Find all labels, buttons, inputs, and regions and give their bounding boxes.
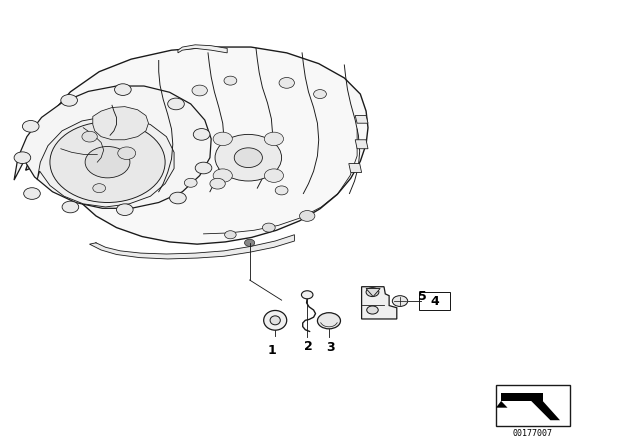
Circle shape [184, 178, 197, 187]
Circle shape [22, 121, 39, 132]
Circle shape [24, 188, 40, 199]
Circle shape [195, 162, 212, 174]
Polygon shape [355, 140, 368, 149]
Circle shape [234, 148, 262, 168]
Circle shape [314, 90, 326, 99]
Circle shape [264, 132, 284, 146]
Polygon shape [178, 45, 227, 53]
Circle shape [82, 131, 97, 142]
Text: 5: 5 [418, 290, 427, 303]
Circle shape [118, 147, 136, 159]
Polygon shape [496, 401, 508, 408]
Polygon shape [26, 47, 368, 244]
Circle shape [262, 223, 275, 232]
Text: 3: 3 [326, 341, 335, 354]
Circle shape [170, 192, 186, 204]
Circle shape [275, 186, 288, 195]
Circle shape [50, 122, 165, 202]
Circle shape [367, 306, 378, 314]
Bar [419, 292, 450, 310]
Polygon shape [349, 164, 362, 172]
Circle shape [215, 134, 282, 181]
Ellipse shape [270, 316, 280, 325]
Circle shape [93, 184, 106, 193]
Polygon shape [531, 401, 560, 420]
Ellipse shape [264, 310, 287, 330]
Circle shape [193, 129, 210, 140]
Circle shape [264, 169, 284, 182]
Circle shape [85, 146, 130, 178]
Circle shape [279, 78, 294, 88]
Circle shape [317, 313, 340, 329]
Polygon shape [93, 107, 148, 140]
Circle shape [115, 84, 131, 95]
Circle shape [210, 178, 225, 189]
Polygon shape [14, 86, 211, 208]
Circle shape [300, 211, 315, 221]
Circle shape [225, 231, 236, 239]
Bar [496, 385, 570, 426]
Polygon shape [362, 287, 397, 319]
Text: 4: 4 [430, 294, 439, 308]
Circle shape [392, 296, 408, 306]
Circle shape [116, 204, 133, 215]
Circle shape [301, 291, 313, 299]
Circle shape [244, 239, 255, 246]
Polygon shape [37, 116, 174, 207]
Circle shape [224, 76, 237, 85]
Polygon shape [355, 116, 368, 123]
Text: 2: 2 [304, 340, 313, 353]
Polygon shape [366, 289, 380, 297]
Polygon shape [90, 235, 294, 259]
Circle shape [213, 169, 232, 182]
Text: 1: 1 [268, 344, 276, 357]
Circle shape [192, 85, 207, 96]
Circle shape [14, 152, 31, 164]
Bar [501, 393, 543, 401]
Circle shape [213, 132, 232, 146]
Circle shape [168, 98, 184, 110]
Circle shape [366, 288, 379, 297]
Text: 00177007: 00177007 [513, 429, 553, 438]
Circle shape [61, 95, 77, 106]
Circle shape [62, 201, 79, 213]
